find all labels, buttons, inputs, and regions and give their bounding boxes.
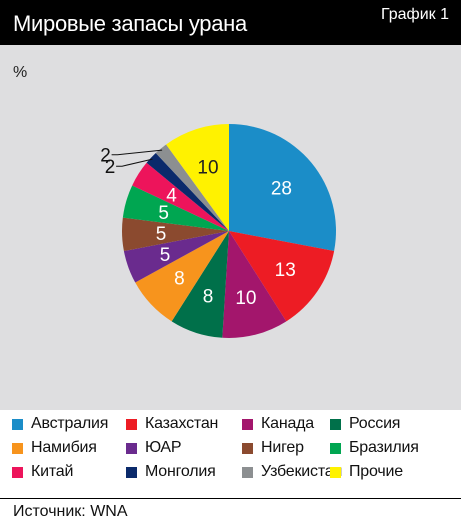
legend-swatch [126,442,137,454]
legend-label: Россия [349,415,401,432]
legend-label: Намибия [31,439,97,456]
pie-slice-китай [132,162,229,231]
legend-item-китай: Китай [12,463,73,481]
leader-line-монголия [116,158,153,167]
legend-swatch [330,466,341,478]
slice-label-казахстан: 13 [275,260,296,281]
chart-number: График 1 [380,6,449,23]
legend-label: ЮАР [145,439,182,456]
legend-label: Казахстан [145,415,219,432]
legend-label: Монголия [145,463,216,480]
legend-swatch [330,418,341,430]
legend-item-нигер: Нигер [242,439,304,457]
pie-slice-россия [171,231,229,338]
pie-slice-казахстан [229,231,335,322]
legend-label: Китай [31,463,74,480]
pie-slice-нигер [121,217,229,252]
source-note: Источник: WNA [13,503,128,520]
slice-label-нигер: 5 [156,224,167,245]
legend-swatch [126,466,137,478]
slice-label-намибия: 8 [174,269,185,290]
slice-label-китай: 4 [166,186,177,207]
leader-line-узбекистан [111,149,163,156]
legend-label: Прочие [349,463,403,480]
slice-label-юар: 5 [160,245,171,266]
legend-swatch [12,418,23,430]
pie-slice-намибия [135,231,229,322]
legend-label: Узбекистан [261,463,343,480]
legend-item-австралия: Австралия [12,415,108,433]
slice-label-узбекистан: 2 [100,146,111,167]
chart-panel: % 28 13 10 8 8 5 5 5 4 2 2 10 [0,45,461,410]
slice-label-бразилия: 5 [158,203,169,224]
pie-slice-австралия [229,124,336,252]
legend-item-казахстан: Казахстан [126,415,218,433]
legend-swatch [126,418,137,430]
legend-label: Австралия [31,415,109,432]
legend-swatch [330,442,341,454]
legend-item-узбекистан: Узбекистан [242,463,342,481]
legend-swatch [12,466,23,478]
divider [0,498,461,499]
legend: Австралия Казахстан Канада Россия Намибия ЮАР… [0,410,461,498]
legend-item-канада: Канада [242,415,314,433]
slice-label-прочие: 10 [197,157,218,178]
legend-item-намибия: Намибия [12,439,97,457]
slice-label-австралия: 28 [271,179,292,200]
legend-label: Канада [261,415,314,432]
legend-swatch [242,466,253,478]
slice-label-монголия: 2 [105,157,116,178]
legend-swatch [12,442,23,454]
legend-swatch [242,418,253,430]
chart-title: Мировые запасы урана [13,11,247,36]
slice-label-россия: 8 [203,287,214,308]
legend-item-прочие: Прочие [330,463,403,481]
header-bar: Мировые запасы урана График 1 [0,0,461,45]
legend-item-бразилия: Бразилия [330,439,419,457]
legend-item-юар: ЮАР [126,439,182,457]
legend-swatch [242,442,253,454]
pie-slice-бразилия [122,185,229,231]
pie-slice-монголия [146,153,229,231]
pie-slice-юар [123,231,229,283]
unit-label: % [13,64,28,81]
pie-slice-канада [222,231,287,339]
pie-slice-узбекистан [155,144,229,231]
legend-item-россия: Россия [330,415,400,433]
legend-item-монголия: Монголия [126,463,216,481]
pie-slice-прочие [166,124,229,231]
legend-label: Бразилия [349,439,419,456]
slice-label-канада: 10 [235,288,256,309]
legend-label: Нигер [261,439,304,456]
